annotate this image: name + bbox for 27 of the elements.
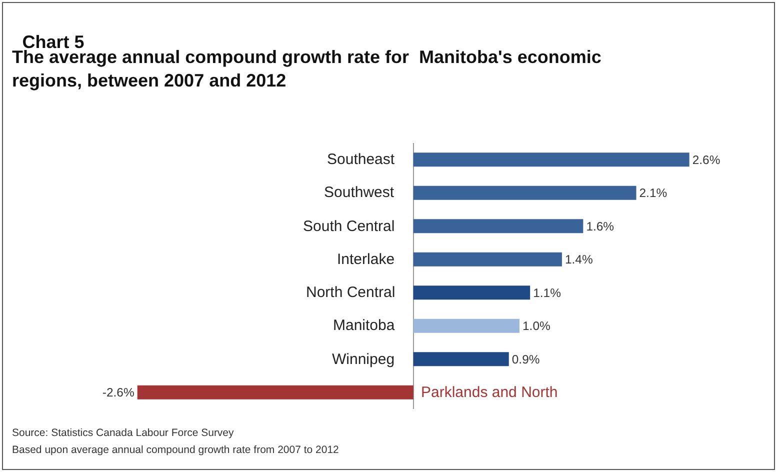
source-note: Source: Statistics Canada Labour Force Survey [12, 427, 235, 439]
data-label: 1.6% [586, 219, 614, 234]
chart-subtitle: The average annual compound growth rate for Manitoba's economic regions, between 2007 and 2012 [12, 47, 602, 90]
data-label: 1.4% [564, 252, 593, 267]
y-tick-label: Manitoba [333, 317, 396, 334]
bar [413, 318, 520, 333]
bar [413, 352, 509, 366]
bar [413, 186, 636, 200]
y-tick-label: Southwest [324, 184, 395, 201]
data-label: 2.6% [692, 152, 720, 167]
y-tick-label: North Central [306, 284, 396, 301]
bar [413, 286, 530, 300]
bar [413, 252, 562, 266]
y-tick-label: Interlake [337, 251, 395, 268]
data-label: 1.0% [522, 319, 550, 334]
data-label: 1.1% [533, 286, 562, 300]
y-tick-label: Southeast [327, 151, 396, 168]
data-label: 2.1% [639, 186, 668, 200]
bar [413, 152, 690, 167]
bar [137, 385, 414, 400]
y-tick-label: Winnipeg [332, 351, 395, 368]
y-tick-label: Parklands and North [421, 384, 558, 401]
data-label: -2.6% [102, 386, 134, 400]
bar [413, 219, 584, 234]
data-label: 0.9% [512, 352, 540, 366]
text: Based upon average annual compound growth rate from 2007 to 2012 [12, 444, 340, 456]
y-tick-label: South Central [303, 218, 395, 235]
